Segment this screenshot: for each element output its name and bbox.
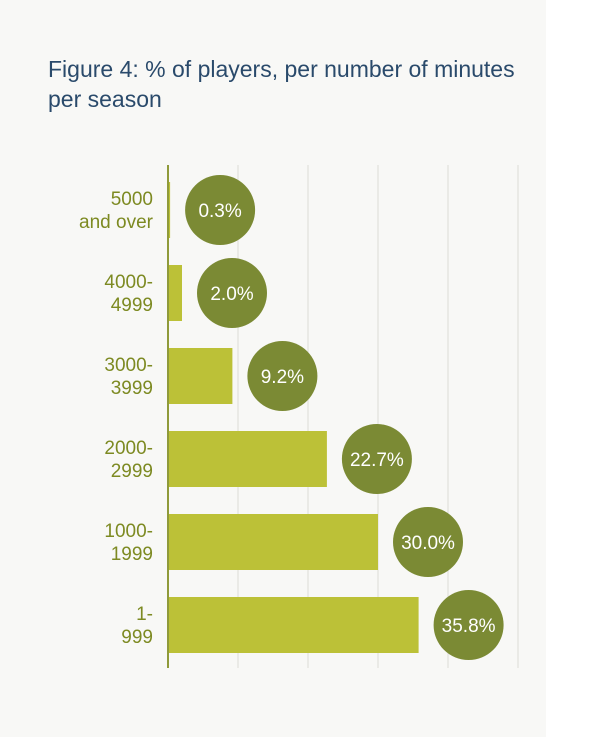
bar — [168, 431, 327, 487]
gridlines — [237, 165, 519, 668]
value-bubble — [247, 341, 318, 411]
value-bubble — [185, 175, 256, 245]
data-label: 30.0% — [401, 533, 455, 554]
category-label: 1000- — [104, 521, 153, 542]
category-label: 5000 — [111, 189, 153, 210]
value-bubble — [393, 507, 463, 577]
value-bubble — [433, 590, 504, 660]
data-label: 2.0% — [210, 284, 253, 305]
data-label: 0.3% — [198, 201, 241, 222]
bars — [168, 182, 419, 653]
category-label: and over — [79, 212, 154, 233]
category-label: 4000- — [104, 272, 153, 293]
category-label: 1999 — [111, 544, 153, 565]
category-label: 3000- — [104, 355, 153, 376]
category-label: 2999 — [111, 461, 153, 482]
chart-title: Figure 4: % of players, per number of mi… — [48, 56, 515, 112]
bar — [168, 597, 419, 653]
category-label: 4999 — [111, 295, 153, 316]
bar — [168, 348, 233, 404]
category-label: 3999 — [111, 378, 153, 399]
data-label: 35.8% — [442, 616, 496, 637]
bar — [168, 265, 182, 321]
value-bubble — [197, 258, 267, 328]
category-label: 999 — [121, 627, 153, 648]
bar — [168, 514, 378, 570]
bar — [168, 182, 171, 238]
data-label: 9.2% — [261, 367, 304, 388]
category-label: 1- — [136, 604, 153, 625]
value-bubble — [341, 424, 412, 494]
category-label: 2000- — [104, 438, 153, 459]
data-label: 22.7% — [350, 450, 404, 471]
value-bubbles: 0.3% 2.0% 9.2% 22.7% 30.0% 35.8% — [185, 175, 504, 660]
